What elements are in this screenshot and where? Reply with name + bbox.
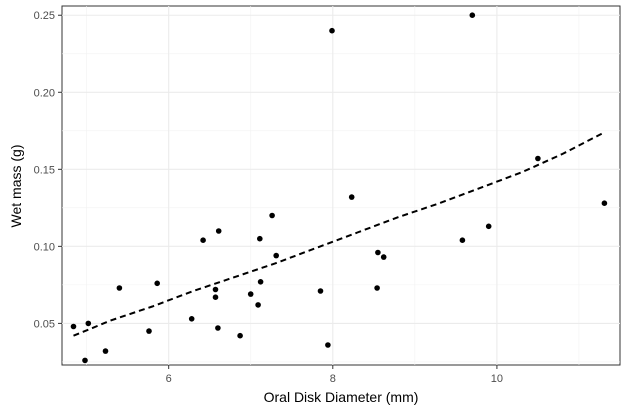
data-point bbox=[257, 235, 263, 242]
data-point bbox=[485, 223, 492, 230]
data-point bbox=[85, 320, 92, 327]
x-tick-label: 6 bbox=[166, 373, 172, 385]
data-point bbox=[273, 252, 280, 259]
data-point bbox=[535, 155, 541, 162]
data-point bbox=[601, 200, 608, 206]
data-point bbox=[329, 27, 335, 34]
data-point bbox=[459, 237, 466, 243]
x-tick-label: 10 bbox=[491, 373, 503, 385]
data-point bbox=[82, 357, 88, 364]
data-point bbox=[469, 12, 476, 18]
y-tick-label: 0.20 bbox=[34, 87, 55, 99]
data-point bbox=[247, 291, 254, 297]
x-axis-title: Oral Disk Diameter (mm) bbox=[264, 389, 419, 405]
data-point bbox=[255, 302, 261, 308]
data-point bbox=[325, 342, 331, 348]
data-point bbox=[380, 254, 387, 260]
data-point bbox=[102, 348, 109, 354]
data-point bbox=[237, 332, 243, 339]
data-point bbox=[212, 294, 219, 301]
y-axis-ticks: 0.05 0.10 0.15 0.20 0.25 bbox=[34, 10, 62, 330]
y-tick-label: 0.25 bbox=[34, 10, 55, 22]
data-point bbox=[375, 249, 381, 256]
data-point bbox=[269, 212, 275, 219]
data-point bbox=[188, 316, 195, 322]
data-point bbox=[146, 328, 152, 334]
trend-line bbox=[73, 131, 605, 337]
data-point bbox=[215, 325, 221, 331]
data-point bbox=[200, 237, 206, 243]
data-points bbox=[70, 12, 608, 364]
data-point bbox=[70, 323, 77, 330]
plot-panel bbox=[61, 5, 621, 366]
data-point bbox=[257, 279, 264, 285]
x-axis-ticks: 6 8 10 bbox=[166, 365, 503, 385]
y-axis-title: Wet mass (g) bbox=[8, 145, 24, 228]
data-point bbox=[317, 288, 324, 294]
data-point bbox=[215, 228, 222, 234]
x-tick-label: 8 bbox=[330, 373, 336, 385]
y-tick-label: 0.10 bbox=[34, 241, 55, 253]
trend-line-layer bbox=[73, 131, 605, 337]
gridlines bbox=[62, 6, 620, 365]
data-point bbox=[348, 194, 355, 200]
data-point bbox=[116, 285, 123, 291]
y-tick-label: 0.05 bbox=[34, 318, 55, 330]
y-tick-label: 0.15 bbox=[34, 164, 55, 176]
data-point bbox=[212, 286, 219, 293]
data-point bbox=[154, 280, 160, 287]
data-point bbox=[374, 285, 380, 291]
